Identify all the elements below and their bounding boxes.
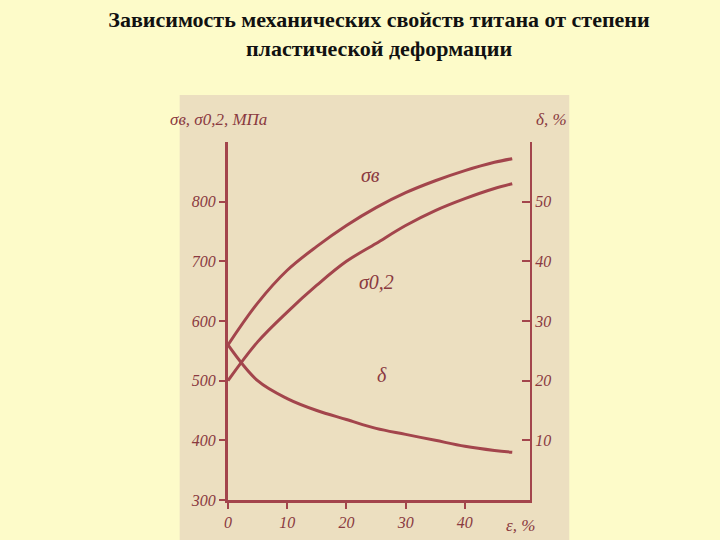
svg-text:δ, %: δ, % <box>536 110 567 129</box>
svg-text:ε, %: ε, % <box>506 516 535 535</box>
svg-text:400: 400 <box>192 432 216 449</box>
svg-text:10: 10 <box>535 432 551 449</box>
svg-text:30: 30 <box>534 313 551 330</box>
svg-text:50: 50 <box>535 193 551 210</box>
svg-text:300: 300 <box>191 492 216 509</box>
svg-text:σв: σв <box>361 164 380 186</box>
svg-text:Зависимость механических свойс: Зависимость механических свойств титана … <box>108 7 650 61</box>
svg-text:20: 20 <box>535 372 551 389</box>
svg-text:500: 500 <box>192 372 216 389</box>
svg-text:σ0,2: σ0,2 <box>359 271 394 293</box>
svg-text:20: 20 <box>338 514 354 531</box>
svg-text:700: 700 <box>192 253 216 270</box>
svg-text:800: 800 <box>192 193 216 210</box>
svg-text:10: 10 <box>279 514 295 531</box>
svg-text:40: 40 <box>535 253 551 270</box>
svg-text:30: 30 <box>397 514 414 531</box>
svg-text:40: 40 <box>457 514 473 531</box>
svg-text:σв, σ0,2, МПа: σв, σ0,2, МПа <box>170 110 267 129</box>
svg-text:600: 600 <box>192 313 216 330</box>
svg-text:δ: δ <box>377 364 387 386</box>
svg-text:0: 0 <box>224 514 232 531</box>
